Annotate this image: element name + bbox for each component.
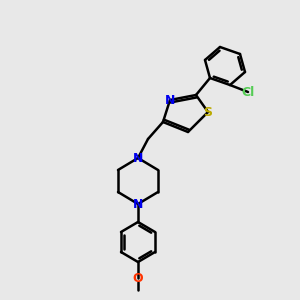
Text: S: S (203, 106, 212, 118)
Text: N: N (133, 152, 143, 164)
Text: Cl: Cl (242, 85, 255, 98)
Text: N: N (133, 197, 143, 211)
Text: O: O (133, 272, 143, 284)
Text: N: N (165, 94, 175, 106)
